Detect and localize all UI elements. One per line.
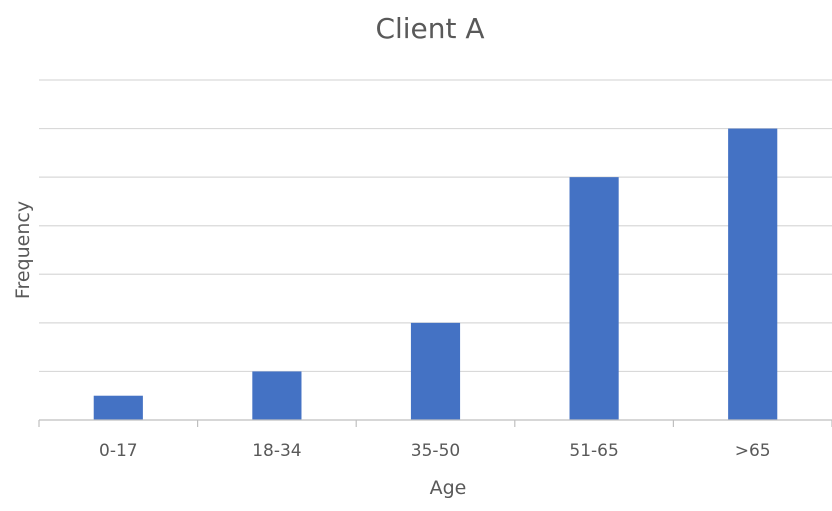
x-tick-label: >65 — [735, 441, 771, 461]
x-tick-label: 18-34 — [252, 441, 301, 461]
gridlines — [39, 79, 832, 373]
x-tick-label: 35-50 — [411, 441, 460, 461]
y-axis-label: Frequency — [12, 201, 34, 299]
bar-18-34 — [252, 371, 302, 420]
x-axis: 0-17 18-34 35-50 51-65 >65 — [38, 419, 832, 461]
x-tick-label: 0-17 — [99, 441, 138, 461]
bar-51-65 — [569, 177, 619, 420]
bars — [93, 128, 778, 421]
x-tick-label: 51-65 — [569, 441, 618, 461]
bar->65 — [728, 128, 778, 421]
bar-35-50 — [410, 322, 461, 420]
bar-0-17 — [93, 395, 143, 420]
x-axis-label: Age — [430, 477, 467, 499]
chart-title: Client A — [375, 12, 484, 45]
